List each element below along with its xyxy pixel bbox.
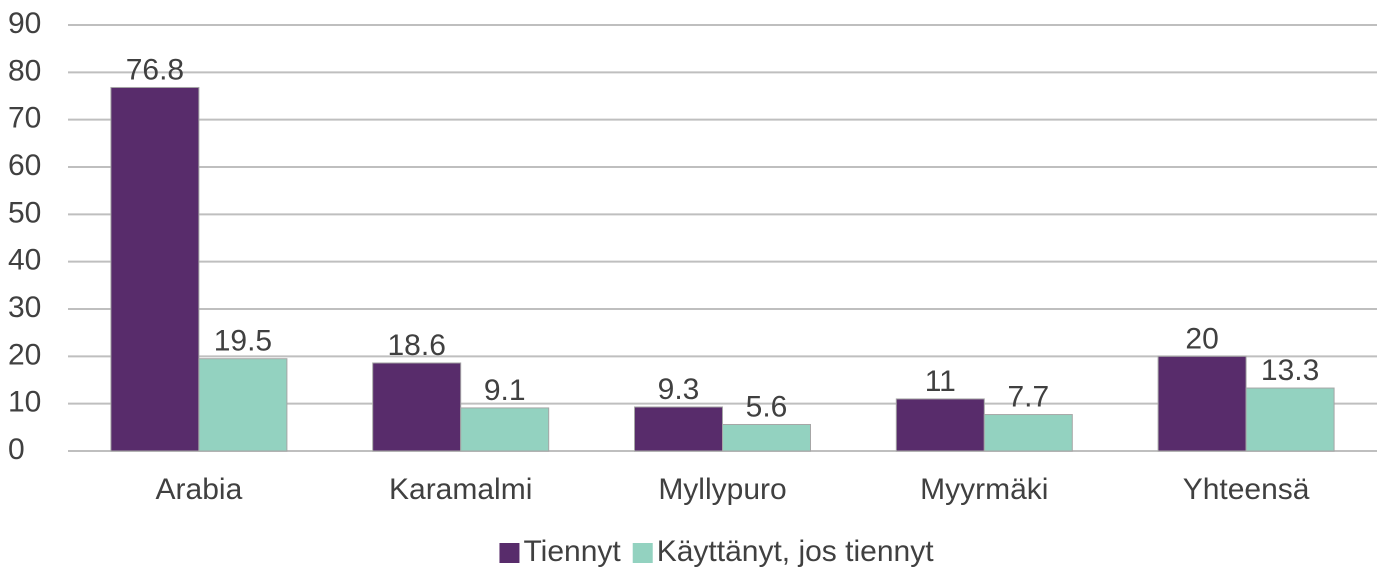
value-label: 11	[925, 365, 956, 398]
value-label: 5.6	[746, 390, 788, 423]
y-tick-label: 0	[8, 433, 25, 466]
y-tick-label: 30	[8, 291, 41, 324]
bar	[895, 398, 985, 452]
bar	[634, 406, 723, 452]
legend-swatch	[499, 543, 520, 563]
y-tick-label: 90	[8, 7, 41, 40]
y-tick-label: 50	[8, 196, 41, 229]
y-tick-label: 40	[8, 244, 41, 277]
x-tick-label: Myyrmäki	[920, 473, 1048, 506]
y-tick-label: 70	[8, 102, 41, 135]
value-label: 76.8	[126, 53, 184, 86]
legend-label: Käyttänyt, jos tiennyt	[657, 535, 934, 568]
bar	[110, 86, 200, 452]
bar	[722, 423, 811, 452]
value-label: 13.3	[1261, 354, 1319, 387]
value-label: 9.1	[484, 374, 526, 407]
y-tick-label: 20	[8, 338, 41, 371]
value-label: 19.5	[214, 325, 272, 358]
value-label: 7.7	[1007, 380, 1049, 413]
value-label: 20	[1185, 322, 1218, 355]
value-label: 9.3	[658, 373, 700, 406]
legend-label: Tiennyt	[523, 535, 621, 568]
bar	[372, 362, 462, 452]
y-tick-label: 80	[8, 54, 41, 87]
x-tick-label: Yhteensä	[1183, 473, 1310, 506]
legend-swatch	[632, 543, 653, 563]
x-tick-label: Karamalmi	[389, 473, 532, 506]
bar	[198, 358, 288, 452]
x-tick-label: Myllypuro	[658, 473, 786, 506]
y-tick-label: 10	[8, 386, 41, 419]
bar	[460, 407, 550, 452]
bar	[1245, 387, 1335, 452]
y-tick-label: 60	[8, 149, 41, 182]
bar	[983, 414, 1073, 452]
value-label: 18.6	[388, 329, 446, 362]
x-tick-label: Arabia	[156, 473, 243, 506]
bar	[1157, 355, 1247, 452]
